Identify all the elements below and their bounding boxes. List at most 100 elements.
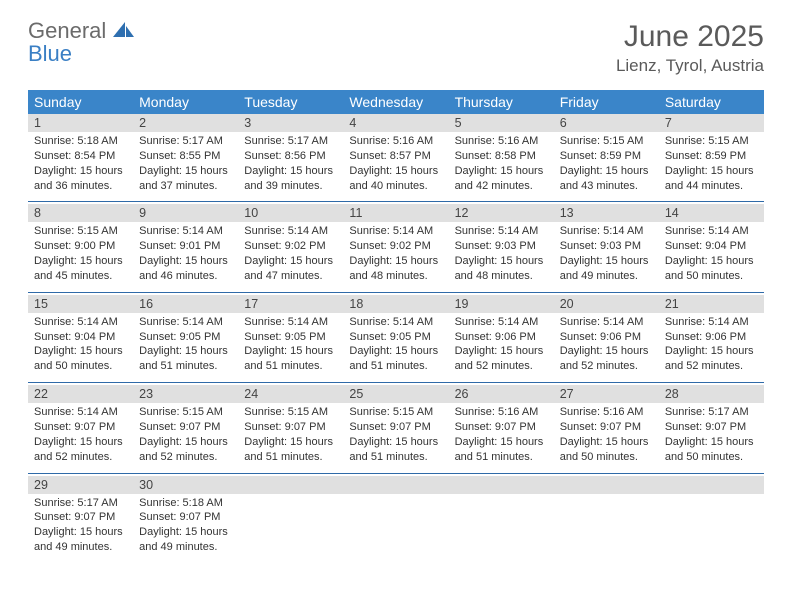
day-info: Sunrise: 5:16 AMSunset: 9:07 PMDaylight:… — [554, 403, 659, 470]
day-number: 16 — [133, 295, 238, 313]
day-info: Sunrise: 5:14 AMSunset: 9:03 PMDaylight:… — [449, 222, 554, 289]
day-info: Sunrise: 5:15 AMSunset: 8:59 PMDaylight:… — [659, 132, 764, 199]
day-info-row: Sunrise: 5:17 AMSunset: 9:07 PMDaylight:… — [28, 494, 764, 561]
day-info: Sunrise: 5:18 AMSunset: 8:54 PMDaylight:… — [28, 132, 133, 199]
day-info: Sunrise: 5:17 AMSunset: 8:56 PMDaylight:… — [238, 132, 343, 199]
week-row: 891011121314Sunrise: 5:15 AMSunset: 9:00… — [28, 204, 764, 292]
day-info-row: Sunrise: 5:18 AMSunset: 8:54 PMDaylight:… — [28, 132, 764, 199]
day-info: Sunrise: 5:14 AMSunset: 9:07 PMDaylight:… — [28, 403, 133, 470]
title-block: June 2025 Lienz, Tyrol, Austria — [616, 20, 764, 76]
day-info — [449, 494, 554, 561]
weekday-header: Sunday Monday Tuesday Wednesday Thursday… — [28, 90, 764, 114]
weekday-friday: Friday — [554, 90, 659, 114]
day-info: Sunrise: 5:14 AMSunset: 9:04 PMDaylight:… — [28, 313, 133, 380]
day-number: 5 — [449, 114, 554, 132]
week-row: 15161718192021Sunrise: 5:14 AMSunset: 9:… — [28, 295, 764, 383]
day-number: 19 — [449, 295, 554, 313]
day-info: Sunrise: 5:14 AMSunset: 9:05 PMDaylight:… — [238, 313, 343, 380]
month-title: June 2025 — [616, 20, 764, 54]
day-number — [659, 476, 764, 494]
day-number-row: 15161718192021 — [28, 295, 764, 313]
day-number: 28 — [659, 385, 764, 403]
weekday-saturday: Saturday — [659, 90, 764, 114]
location: Lienz, Tyrol, Austria — [616, 56, 764, 76]
weekday-wednesday: Wednesday — [343, 90, 448, 114]
day-info: Sunrise: 5:14 AMSunset: 9:05 PMDaylight:… — [343, 313, 448, 380]
day-number: 26 — [449, 385, 554, 403]
day-info: Sunrise: 5:16 AMSunset: 9:07 PMDaylight:… — [449, 403, 554, 470]
day-number: 25 — [343, 385, 448, 403]
day-info: Sunrise: 5:15 AMSunset: 9:07 PMDaylight:… — [133, 403, 238, 470]
day-number — [343, 476, 448, 494]
weeks-container: 1234567Sunrise: 5:18 AMSunset: 8:54 PMDa… — [28, 114, 764, 563]
day-number: 7 — [659, 114, 764, 132]
day-info: Sunrise: 5:15 AMSunset: 9:00 PMDaylight:… — [28, 222, 133, 289]
day-number: 17 — [238, 295, 343, 313]
day-number: 1 — [28, 114, 133, 132]
day-number: 27 — [554, 385, 659, 403]
day-info: Sunrise: 5:14 AMSunset: 9:03 PMDaylight:… — [554, 222, 659, 289]
day-number: 10 — [238, 204, 343, 222]
day-info: Sunrise: 5:14 AMSunset: 9:01 PMDaylight:… — [133, 222, 238, 289]
day-number: 6 — [554, 114, 659, 132]
day-number-row: 891011121314 — [28, 204, 764, 222]
day-info-row: Sunrise: 5:15 AMSunset: 9:00 PMDaylight:… — [28, 222, 764, 289]
logo-text-1: General — [28, 18, 106, 43]
day-number — [554, 476, 659, 494]
calendar: Sunday Monday Tuesday Wednesday Thursday… — [28, 90, 764, 563]
day-info — [554, 494, 659, 561]
day-info: Sunrise: 5:15 AMSunset: 9:07 PMDaylight:… — [343, 403, 448, 470]
week-row: 22232425262728Sunrise: 5:14 AMSunset: 9:… — [28, 385, 764, 473]
day-info: Sunrise: 5:14 AMSunset: 9:06 PMDaylight:… — [554, 313, 659, 380]
day-info: Sunrise: 5:14 AMSunset: 9:06 PMDaylight:… — [659, 313, 764, 380]
day-info: Sunrise: 5:14 AMSunset: 9:04 PMDaylight:… — [659, 222, 764, 289]
day-number: 24 — [238, 385, 343, 403]
day-number: 22 — [28, 385, 133, 403]
day-info: Sunrise: 5:17 AMSunset: 9:07 PMDaylight:… — [659, 403, 764, 470]
day-number: 14 — [659, 204, 764, 222]
day-number: 12 — [449, 204, 554, 222]
weekday-sunday: Sunday — [28, 90, 133, 114]
day-number: 18 — [343, 295, 448, 313]
day-info: Sunrise: 5:17 AMSunset: 9:07 PMDaylight:… — [28, 494, 133, 561]
day-info — [659, 494, 764, 561]
weekday-monday: Monday — [133, 90, 238, 114]
day-number: 20 — [554, 295, 659, 313]
day-info: Sunrise: 5:14 AMSunset: 9:06 PMDaylight:… — [449, 313, 554, 380]
day-number: 11 — [343, 204, 448, 222]
logo-sail-icon — [113, 22, 135, 43]
logo: General Blue — [28, 20, 135, 66]
day-info — [343, 494, 448, 561]
day-number: 30 — [133, 476, 238, 494]
day-number-row: 2930 — [28, 476, 764, 494]
day-number: 29 — [28, 476, 133, 494]
day-number-row: 22232425262728 — [28, 385, 764, 403]
week-row: 1234567 Sunrise: 5:18 AMSunset: 8:54 PMDa… — [28, 114, 764, 202]
logo-text-2: Blue — [28, 41, 72, 66]
weekday-tuesday: Tuesday — [238, 90, 343, 114]
day-number: 15 — [28, 295, 133, 313]
day-info: Sunrise: 5:14 AMSunset: 9:05 PMDaylight:… — [133, 313, 238, 380]
day-number — [449, 476, 554, 494]
header: General Blue June 2025 Lienz, Tyrol, Aus… — [0, 0, 792, 82]
day-info-row: Sunrise: 5:14 AMSunset: 9:07 PMDaylight:… — [28, 403, 764, 470]
day-number: 4 — [343, 114, 448, 132]
day-info: Sunrise: 5:16 AMSunset: 8:57 PMDaylight:… — [343, 132, 448, 199]
day-info: Sunrise: 5:14 AMSunset: 9:02 PMDaylight:… — [238, 222, 343, 289]
day-number: 21 — [659, 295, 764, 313]
day-info — [238, 494, 343, 561]
day-info: Sunrise: 5:17 AMSunset: 8:55 PMDaylight:… — [133, 132, 238, 199]
day-info: Sunrise: 5:16 AMSunset: 8:58 PMDaylight:… — [449, 132, 554, 199]
day-info: Sunrise: 5:14 AMSunset: 9:02 PMDaylight:… — [343, 222, 448, 289]
day-number — [238, 476, 343, 494]
week-row: 2930Sunrise: 5:17 AMSunset: 9:07 PMDayli… — [28, 476, 764, 563]
day-number: 3 — [238, 114, 343, 132]
day-number: 9 — [133, 204, 238, 222]
day-number: 23 — [133, 385, 238, 403]
day-number: 8 — [28, 204, 133, 222]
day-number: 13 — [554, 204, 659, 222]
day-number: 2 — [133, 114, 238, 132]
day-info-row: Sunrise: 5:14 AMSunset: 9:04 PMDaylight:… — [28, 313, 764, 380]
day-info: Sunrise: 5:18 AMSunset: 9:07 PMDaylight:… — [133, 494, 238, 561]
weekday-thursday: Thursday — [449, 90, 554, 114]
